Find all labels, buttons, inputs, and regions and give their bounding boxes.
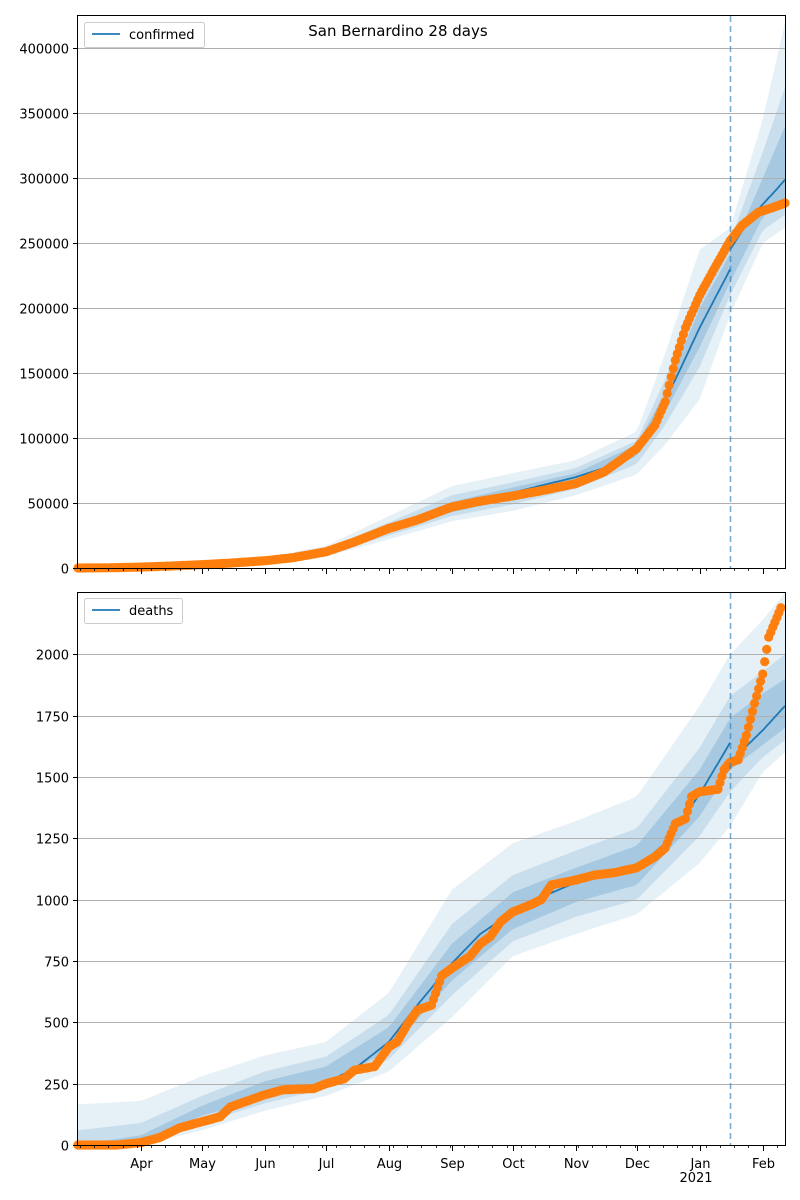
deaths-legend: deaths xyxy=(84,598,183,624)
deaths-y-tick-label: 0 xyxy=(61,1140,69,1155)
deaths-observed-point xyxy=(758,669,768,679)
confirmed-observed-point xyxy=(666,372,676,382)
deaths-observed-point xyxy=(684,799,695,809)
confirmed-observed-point xyxy=(668,363,678,374)
deaths-y-tick-label: 2000 xyxy=(36,649,69,664)
x-tick-label: May xyxy=(189,1157,216,1172)
deaths-observed-point xyxy=(760,657,770,667)
confirmed-observed-point xyxy=(662,388,672,398)
confirmed-legend: confirmed xyxy=(84,22,205,48)
confirmed-y-tick-label: 0 xyxy=(61,563,69,578)
deaths-band-outer xyxy=(78,593,785,1145)
deaths-y-tick-label: 250 xyxy=(44,1079,69,1094)
confirmed-axes-frame xyxy=(77,15,786,569)
confirmed-y-tick-label: 200000 xyxy=(19,303,69,318)
deaths-y-tick-label: 1750 xyxy=(36,711,69,726)
x-year-label: 2021 xyxy=(679,1171,712,1186)
deaths-y-tick-label: 1250 xyxy=(36,833,69,848)
deaths-points xyxy=(73,603,786,1150)
confirmed-observed-point xyxy=(660,397,670,407)
confirmed-panel: 0 50000 100000 150000 200000 250000 300000 3500… xyxy=(19,15,790,578)
confirmed-y-tick-label: 350000 xyxy=(19,108,69,123)
x-tick-label: Apr xyxy=(130,1157,153,1172)
deaths-y-tick-label: 500 xyxy=(44,1017,69,1032)
deaths-observed-point xyxy=(747,706,758,717)
x-tick-label: Jun xyxy=(254,1157,275,1172)
confirmed-y-tick-label: 100000 xyxy=(19,433,69,448)
x-tick-label: Feb xyxy=(752,1157,775,1172)
deaths-observed-point xyxy=(776,603,786,613)
x-tick-label: Jan xyxy=(689,1157,710,1172)
deaths-legend-label: deaths xyxy=(129,604,174,619)
confirmed-legend-box xyxy=(84,22,205,48)
deaths-observed-point xyxy=(743,722,754,732)
deaths-y-tick-label: 1500 xyxy=(36,772,69,787)
chart-title: San Bernardino 28 days xyxy=(308,22,488,40)
confirmed-y-tick-label: 50000 xyxy=(28,498,69,513)
confirmed-points xyxy=(73,198,790,573)
confirmed-y-tick-label: 400000 xyxy=(19,43,69,58)
deaths-observed-point xyxy=(745,714,756,724)
deaths-observed-point xyxy=(741,730,752,740)
deaths-observed-point xyxy=(752,691,762,701)
deaths-observed-point xyxy=(762,644,772,655)
confirmed-y-ticks: 0 50000 100000 150000 200000 250000 300000 3500… xyxy=(19,43,78,578)
deaths-legend-box xyxy=(84,598,183,624)
x-tick-label: Nov xyxy=(564,1157,590,1172)
deaths-y-tick-label: 750 xyxy=(44,956,69,971)
x-tick-label: Oct xyxy=(502,1157,524,1172)
deaths-y-tick-label: 1000 xyxy=(36,895,69,910)
confirmed-observed-point xyxy=(664,380,674,390)
deaths-y-ticks: 0 250 500 750 1000 1250 1500 1750 2000 xyxy=(36,649,78,1155)
deaths-axes-frame xyxy=(77,592,786,1146)
x-tick-label: Aug xyxy=(377,1157,402,1172)
deaths-x-ticks: Apr May Jun Jul Aug Sep Oct Nov Dec Jan Feb xyxy=(80,1145,778,1172)
deaths-observed-point xyxy=(756,676,766,686)
deaths-panel: 0 250 500 750 1000 1250 1500 1750 2000 Apr May Jun… xyxy=(36,592,786,1186)
x-tick-label: Jul xyxy=(318,1157,335,1172)
deaths-observed-point xyxy=(682,806,693,816)
deaths-bands xyxy=(78,593,785,1145)
x-tick-label: Dec xyxy=(625,1157,650,1172)
x-tick-label: Sep xyxy=(440,1157,465,1172)
deaths-observed-point xyxy=(749,698,760,709)
deaths-observed-point xyxy=(754,684,764,694)
confirmed-y-tick-label: 150000 xyxy=(19,368,69,383)
confirmed-legend-label: confirmed xyxy=(129,28,195,43)
deaths-observed-point xyxy=(680,814,691,824)
confirmed-x-ticks xyxy=(80,568,778,574)
confirmed-y-tick-label: 300000 xyxy=(19,173,69,188)
confirmed-y-tick-label: 250000 xyxy=(19,238,69,253)
